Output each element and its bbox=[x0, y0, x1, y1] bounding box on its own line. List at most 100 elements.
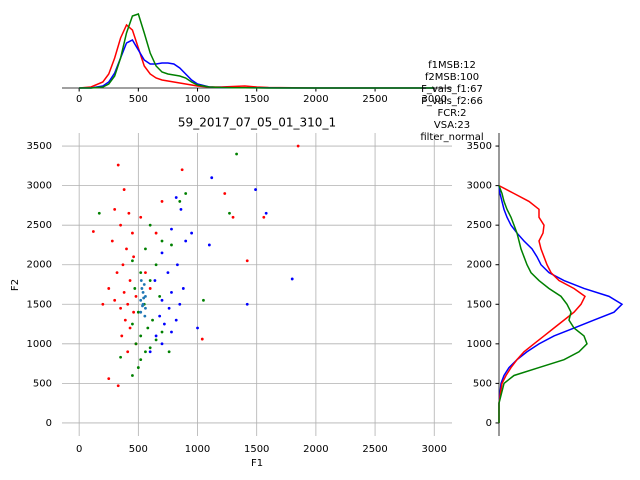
point bbox=[190, 231, 194, 235]
point bbox=[178, 302, 182, 306]
point bbox=[128, 326, 132, 330]
point bbox=[132, 310, 136, 314]
point bbox=[115, 271, 119, 275]
point bbox=[144, 271, 147, 275]
point bbox=[139, 279, 143, 282]
point bbox=[97, 211, 101, 215]
point bbox=[107, 287, 111, 290]
point bbox=[148, 287, 152, 290]
point bbox=[176, 263, 179, 267]
point bbox=[119, 223, 122, 227]
point bbox=[151, 318, 154, 322]
point bbox=[167, 350, 171, 354]
point bbox=[254, 188, 257, 191]
point bbox=[174, 318, 178, 322]
point bbox=[141, 304, 144, 308]
x-tick-label: 1500 bbox=[244, 94, 269, 105]
point bbox=[223, 192, 227, 195]
point bbox=[154, 263, 158, 267]
point bbox=[126, 350, 130, 354]
chart-title: 59_2017_07_05_01_310_1 bbox=[178, 116, 336, 130]
point bbox=[120, 334, 124, 338]
point bbox=[125, 247, 128, 251]
point bbox=[167, 306, 171, 310]
point bbox=[134, 342, 138, 346]
point bbox=[296, 144, 300, 148]
annotation: F_vals_f1:67 bbox=[421, 84, 483, 95]
point bbox=[170, 330, 173, 334]
point bbox=[290, 277, 294, 281]
point bbox=[91, 230, 95, 233]
point bbox=[245, 302, 249, 306]
y-tick-label: 500 bbox=[473, 378, 492, 389]
point bbox=[210, 176, 214, 180]
point bbox=[139, 358, 143, 362]
point bbox=[143, 314, 147, 318]
point bbox=[122, 291, 126, 294]
x-tick-label: 2500 bbox=[362, 94, 387, 105]
point bbox=[162, 322, 166, 326]
x-tick-label: 500 bbox=[129, 94, 148, 105]
annotation: FCR:2 bbox=[437, 108, 466, 119]
y-tick-label: 3000 bbox=[467, 181, 492, 192]
point bbox=[131, 322, 134, 326]
x-tick-label: 1000 bbox=[185, 94, 210, 105]
point bbox=[126, 302, 130, 306]
x-tick-label: 2000 bbox=[303, 444, 328, 455]
point bbox=[160, 342, 164, 346]
point bbox=[262, 215, 266, 219]
density-line bbox=[498, 184, 586, 423]
point bbox=[154, 338, 158, 342]
point bbox=[170, 291, 173, 294]
point bbox=[136, 366, 140, 369]
point bbox=[119, 306, 122, 310]
point bbox=[131, 374, 134, 377]
point bbox=[179, 207, 183, 211]
point bbox=[139, 271, 143, 275]
point bbox=[131, 231, 134, 235]
point bbox=[101, 302, 105, 306]
density-line bbox=[79, 39, 435, 89]
y-tick-label: 0 bbox=[486, 418, 492, 429]
point bbox=[122, 188, 126, 191]
point bbox=[180, 168, 184, 172]
point bbox=[128, 279, 132, 282]
point bbox=[264, 211, 268, 215]
point bbox=[131, 259, 134, 263]
point bbox=[116, 163, 120, 167]
point bbox=[141, 291, 145, 294]
density-line bbox=[498, 185, 588, 423]
point bbox=[166, 271, 170, 275]
annotation: filter_normal bbox=[420, 132, 483, 143]
point bbox=[196, 326, 199, 330]
y-tick-label: 2500 bbox=[27, 220, 52, 231]
point bbox=[154, 334, 158, 338]
x-axis-label: F1 bbox=[251, 458, 263, 469]
x-tick-label: 3000 bbox=[422, 444, 447, 455]
point bbox=[113, 207, 117, 211]
point bbox=[174, 196, 178, 199]
point bbox=[170, 243, 173, 247]
x-tick-label: 1000 bbox=[185, 444, 210, 455]
point bbox=[170, 227, 173, 231]
point bbox=[134, 294, 138, 298]
density-line bbox=[79, 13, 435, 89]
point bbox=[200, 337, 204, 341]
point bbox=[139, 298, 143, 302]
point bbox=[158, 294, 162, 298]
point bbox=[160, 251, 164, 255]
point bbox=[153, 279, 157, 282]
point bbox=[235, 152, 238, 156]
point bbox=[245, 259, 249, 263]
y-tick-label: 2000 bbox=[467, 260, 492, 271]
annotation: F_vals_f2:66 bbox=[421, 96, 483, 107]
point bbox=[158, 314, 162, 318]
density-line bbox=[79, 23, 435, 89]
point bbox=[121, 263, 125, 267]
point bbox=[142, 283, 146, 286]
point bbox=[133, 287, 137, 290]
point bbox=[132, 255, 136, 259]
point bbox=[107, 377, 111, 381]
x-tick-label: 3000 bbox=[422, 94, 447, 105]
